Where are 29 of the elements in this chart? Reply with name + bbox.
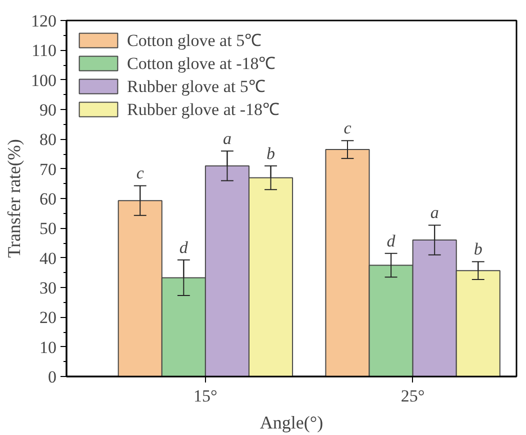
y-axis-title: Transfer rate(%) [4, 139, 24, 258]
legend-label: Rubber glove at 5℃ [127, 76, 266, 97]
y-tick-label: 80 [40, 130, 56, 150]
legend-label: Rubber glove at -18℃ [127, 99, 280, 120]
y-tick-label: 100 [31, 70, 56, 90]
data-label: b [266, 144, 276, 163]
data-label: d [386, 231, 396, 250]
y-tick-label: 50 [40, 219, 56, 238]
y-tick-label: 70 [40, 160, 56, 179]
data-label: a [222, 129, 232, 148]
y-tick-label: 10 [40, 338, 56, 357]
y-tick-label: 90 [40, 100, 56, 120]
x-tick-label: 15° [194, 386, 218, 406]
data-label: b [474, 240, 482, 259]
data-label: c [344, 118, 352, 138]
legend-label: Cotton glove at -18℃ [127, 53, 276, 74]
data-label: a [430, 203, 439, 222]
y-tick-label: 60 [40, 190, 56, 208]
y-tick-label: 20 [40, 308, 56, 328]
x-tick-label: 25° [400, 386, 425, 406]
y-tick-label: 110 [32, 41, 57, 60]
y-tick-label: 40 [40, 248, 56, 268]
legend-label: Cotton glove at 5℃ [127, 30, 262, 51]
y-tick-label: 30 [40, 278, 56, 298]
data-label: c [136, 164, 144, 183]
data-label: d [179, 238, 188, 257]
x-axis-title: Angle(°) [260, 412, 324, 432]
y-tick-label: 0 [48, 368, 56, 386]
y-tick-label: 120 [31, 12, 56, 30]
